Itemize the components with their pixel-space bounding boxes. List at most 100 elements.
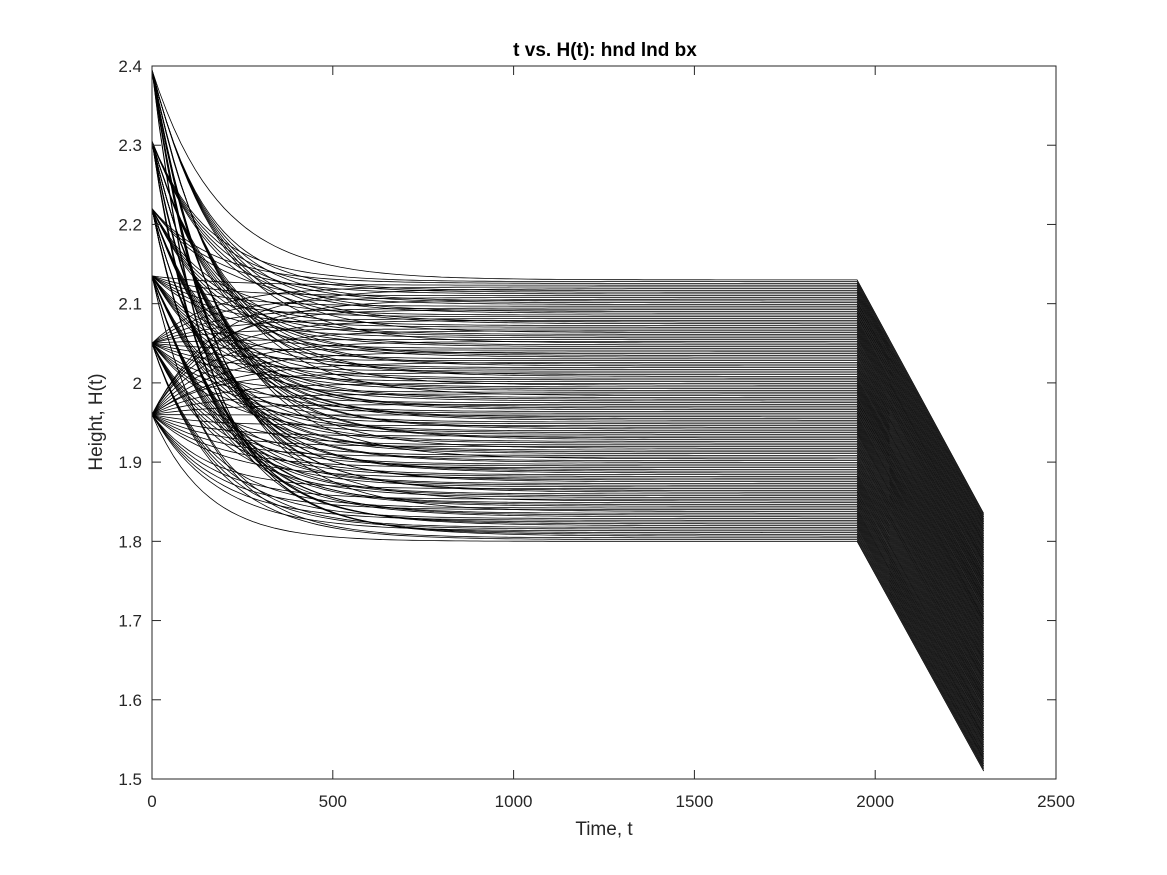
plot-frame <box>151 65 1057 780</box>
y-axis-label: Height, H(t) <box>86 373 107 470</box>
series-line-14 <box>151 275 985 748</box>
series-line-141 <box>151 208 985 528</box>
series-line-42 <box>151 414 985 699</box>
series-line-144 <box>151 288 985 523</box>
series-line-19 <box>151 343 985 739</box>
y-tick-label-3: 1.8 <box>118 532 142 551</box>
chart-title: t vs. H(t): hnd lnd bx <box>513 40 697 61</box>
series-line-29 <box>151 69 985 722</box>
y-tick-label-1: 1.6 <box>118 691 142 710</box>
y-tick-label-6: 2.1 <box>118 295 142 314</box>
y-tick-label-7: 2.2 <box>118 215 142 234</box>
y-tick-label-0: 1.5 <box>118 770 142 789</box>
y-tick-label-4: 1.9 <box>118 453 142 472</box>
series-line-127 <box>151 318 985 552</box>
series-line-128 <box>151 275 985 551</box>
series-line-9 <box>151 208 985 756</box>
series-line-66 <box>151 414 985 658</box>
series-line-90 <box>151 382 985 616</box>
series-line-11 <box>151 69 985 753</box>
series-line-69 <box>151 208 985 652</box>
series-line-67 <box>151 343 985 656</box>
series-line-64 <box>151 141 985 661</box>
series-line-43 <box>151 343 985 697</box>
series-line-118 <box>151 141 985 568</box>
series-line-54 <box>151 414 985 678</box>
series-line-88 <box>151 141 985 620</box>
series-line-134 <box>151 275 985 540</box>
series-line-1 <box>151 343 985 770</box>
series-line-94 <box>151 141 985 609</box>
x-tick-label-1: 500 <box>319 792 347 811</box>
series-line-35 <box>151 69 985 711</box>
series-line-122 <box>151 275 985 561</box>
series-line-12 <box>151 414 985 751</box>
series-line-126 <box>151 319 985 554</box>
series-line-28 <box>151 141 985 723</box>
series-line-33 <box>151 208 985 715</box>
series-line-93 <box>151 208 985 611</box>
series-line-50 <box>151 275 985 685</box>
series-line-96 <box>151 372 985 606</box>
y-tick-label-5: 2 <box>133 374 142 393</box>
series-line-108 <box>151 351 985 585</box>
series-line-85 <box>151 342 985 625</box>
series-line-20 <box>151 275 985 737</box>
series-line-71 <box>151 69 985 649</box>
series-line-31 <box>151 343 985 718</box>
series-line-132 <box>151 309 985 544</box>
series-line-13 <box>151 343 985 749</box>
series-layer <box>151 69 985 772</box>
series-line-114 <box>151 340 985 575</box>
series-line-104 <box>151 275 985 592</box>
series-line-38 <box>151 275 985 706</box>
series-line-44 <box>151 275 985 696</box>
series-line-143 <box>151 69 985 525</box>
series-line-0 <box>151 414 985 772</box>
series-line-3 <box>151 208 985 767</box>
series-line-48 <box>151 414 985 689</box>
series-line-120 <box>151 330 985 564</box>
series-line-75 <box>151 208 985 642</box>
series-line-39 <box>151 208 985 704</box>
x-tick-label-3: 1500 <box>675 792 713 811</box>
series-line-142 <box>151 141 985 526</box>
series-line-25 <box>151 343 985 729</box>
series-line-65 <box>151 69 985 659</box>
series-line-6 <box>151 414 985 761</box>
series-line-82 <box>151 141 985 630</box>
series-line-63 <box>151 208 985 663</box>
series-line-121 <box>151 328 985 563</box>
series-line-62 <box>151 275 985 665</box>
series-line-8 <box>151 275 985 758</box>
series-line-78 <box>151 404 985 637</box>
x-tick-label-4: 2000 <box>856 792 894 811</box>
series-line-61 <box>151 343 985 666</box>
series-line-7 <box>151 343 985 760</box>
series-line-97 <box>151 342 985 604</box>
series-line-37 <box>151 343 985 708</box>
series-line-148 <box>151 141 985 516</box>
ticks-layer: 0 500 1000 1500 2000 2500 1.5 1.6 1.7 1.8 1.9 2 2.1 2… <box>118 57 1075 811</box>
series-line-77 <box>151 69 985 639</box>
series-line-56 <box>151 275 985 675</box>
series-line-103 <box>151 342 985 594</box>
series-line-73 <box>151 343 985 646</box>
series-line-107 <box>151 69 985 587</box>
series-line-136 <box>151 141 985 537</box>
series-line-81 <box>151 208 985 632</box>
series-line-133 <box>151 307 985 542</box>
series-line-36 <box>151 414 985 710</box>
series-line-138 <box>151 298 985 533</box>
x-tick-label-0: 0 <box>147 792 156 811</box>
x-axis-label: Time, t <box>575 819 633 840</box>
series-line-49 <box>151 343 985 687</box>
series-line-146 <box>151 275 985 519</box>
series-line-80 <box>151 275 985 633</box>
series-line-123 <box>151 208 985 559</box>
series-line-140 <box>151 275 985 530</box>
series-line-10 <box>151 141 985 754</box>
series-line-117 <box>151 208 985 570</box>
series-line-52 <box>151 141 985 682</box>
